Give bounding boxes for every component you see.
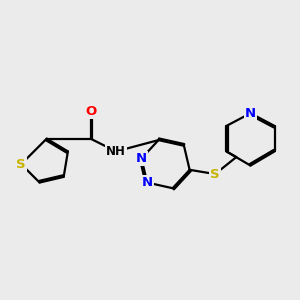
Text: NH: NH [106, 145, 126, 158]
Text: S: S [210, 168, 220, 181]
Text: O: O [85, 105, 96, 118]
Text: S: S [16, 158, 26, 171]
Text: N: N [142, 176, 153, 189]
Text: N: N [245, 107, 256, 120]
Text: N: N [136, 152, 147, 165]
